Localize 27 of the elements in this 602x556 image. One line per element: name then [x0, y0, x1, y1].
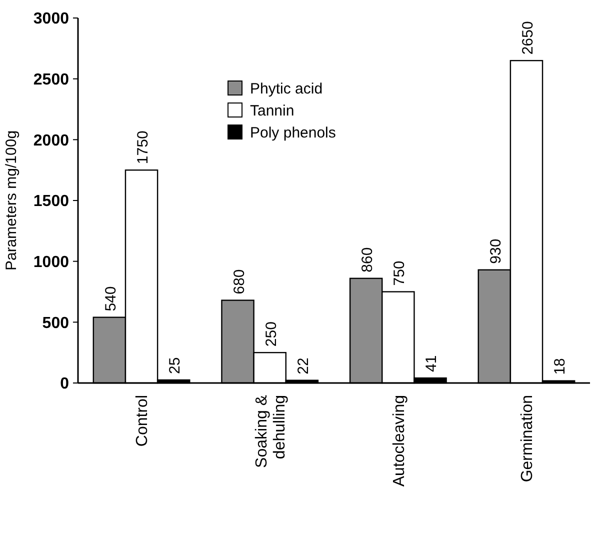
data-label: 540: [102, 286, 120, 312]
data-label: 930: [487, 238, 504, 264]
data-label: 18: [552, 358, 569, 375]
data-label: 860: [359, 247, 376, 272]
y-tick-label: 3000: [33, 10, 70, 28]
legend-label: Phytic acid: [250, 80, 323, 98]
y-tick-label: 2500: [33, 71, 70, 88]
data-label: 680: [230, 269, 248, 294]
y-tick-label: 0: [60, 376, 70, 393]
y-axis-title: Parameters mg/100g: [3, 130, 20, 271]
data-label: 2650: [519, 21, 536, 55]
data-label: 22: [294, 358, 312, 374]
data-label: 41: [423, 355, 440, 372]
y-tick-label: 1500: [33, 193, 70, 210]
data-label: 1750: [134, 130, 152, 164]
data-label: 250: [262, 322, 280, 347]
legend-label: Tannin: [250, 102, 294, 120]
y-tick-label: 2000: [33, 132, 70, 150]
x-tick-label: Soaking & dehulling: [253, 394, 288, 468]
x-tick-label: Germination: [519, 395, 536, 482]
y-tick-label: 500: [42, 314, 70, 332]
data-label: 750: [391, 260, 408, 286]
y-tick-label: 1000: [33, 254, 70, 271]
legend-label: Poly phenols: [250, 124, 336, 142]
x-tick-label: Control: [134, 395, 152, 447]
x-tick-label: Autocleaving: [390, 395, 408, 487]
data-label: 25: [166, 357, 184, 374]
